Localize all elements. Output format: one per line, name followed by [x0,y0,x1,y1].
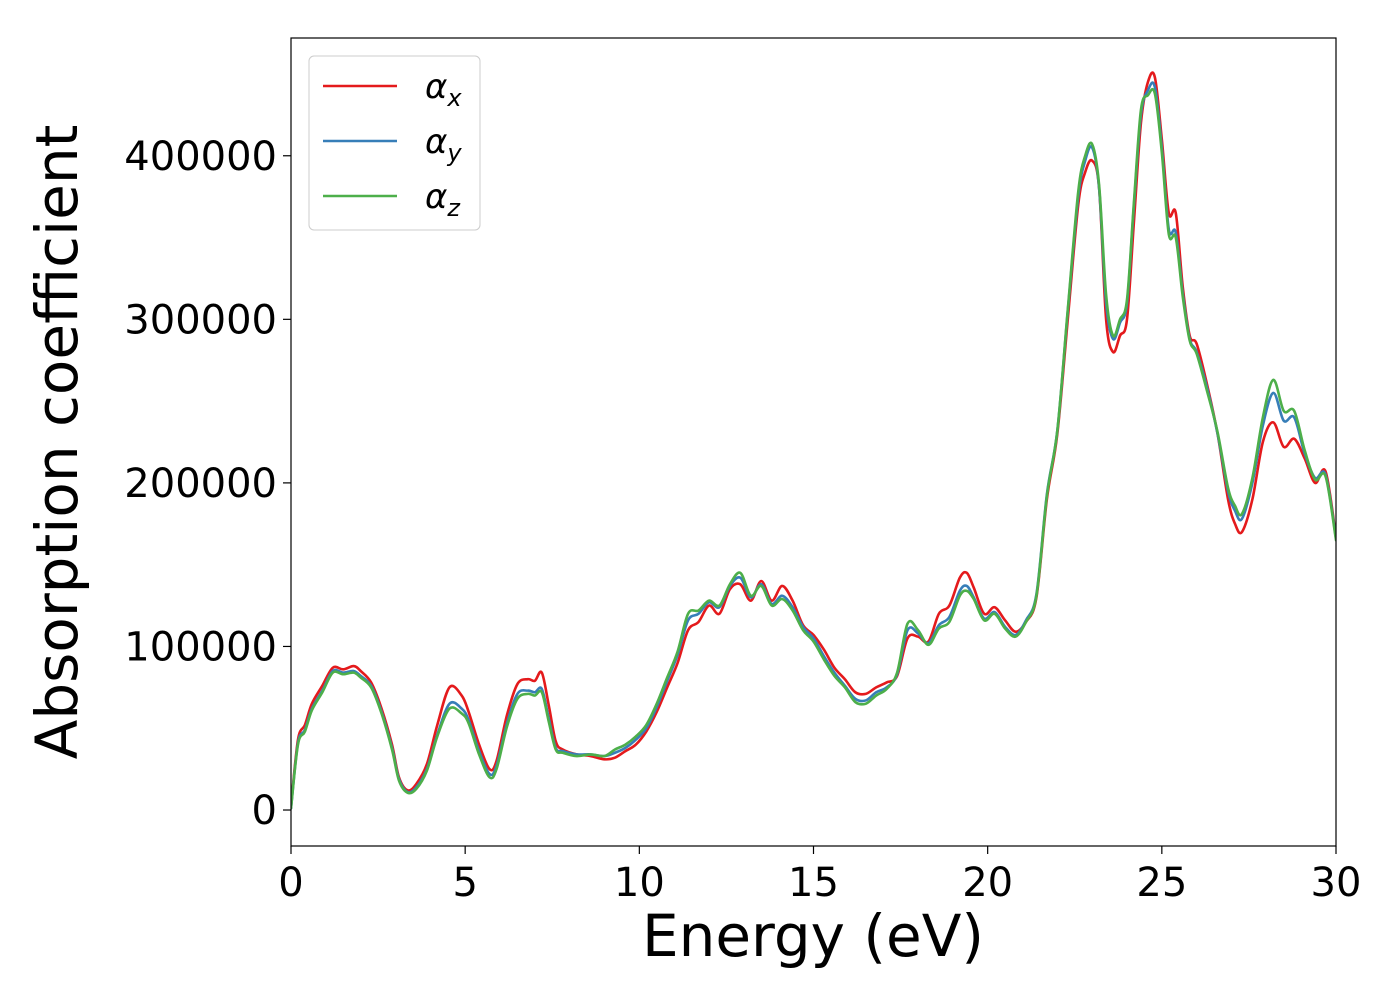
y-tick-label: 300000 [124,297,277,343]
legend-label-x: αx [425,67,462,112]
legend-label-z: αz [425,177,461,222]
legend: αx αy αz [308,55,481,231]
y-tick-label: 0 [252,788,277,834]
legend-box [308,55,481,231]
x-tick-label: 5 [452,860,477,906]
x-tick-label: 20 [962,860,1013,906]
x-axis-label: Energy (eV) [642,902,984,970]
x-tick-label: 15 [788,860,839,906]
y-tick-label: 200000 [124,461,277,507]
series-layer [291,71,1336,810]
x-tick-label: 10 [614,860,665,906]
x-tick-label: 0 [278,860,303,906]
x-tick-label: 30 [1311,860,1362,906]
y-tick-label: 400000 [124,134,277,180]
y-tick-label: 100000 [124,624,277,670]
y-axis-ticks: 0 100000 200000 300000 400000 [124,134,291,834]
x-tick-label: 25 [1136,860,1187,906]
x-axis-ticks: 0 5 10 15 20 25 30 [278,846,1361,906]
legend-label-y: αy [425,122,462,167]
y-axis-label: Absorption coefficient [23,125,91,760]
series-line-z [291,87,1336,810]
